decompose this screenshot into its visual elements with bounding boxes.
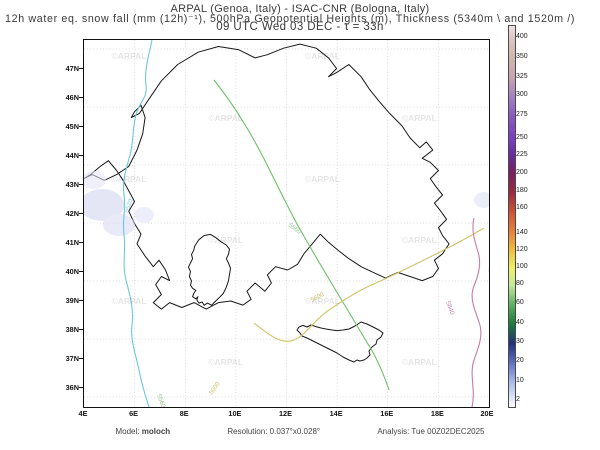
svg-text:5600: 5600 (208, 380, 222, 396)
svg-text:5560: 5560 (155, 393, 167, 407)
svg-text:5840: 5840 (444, 300, 456, 316)
svg-text:5560: 5560 (287, 222, 303, 236)
svg-text:5520: 5520 (123, 198, 135, 214)
svg-text:5600: 5600 (310, 291, 326, 304)
